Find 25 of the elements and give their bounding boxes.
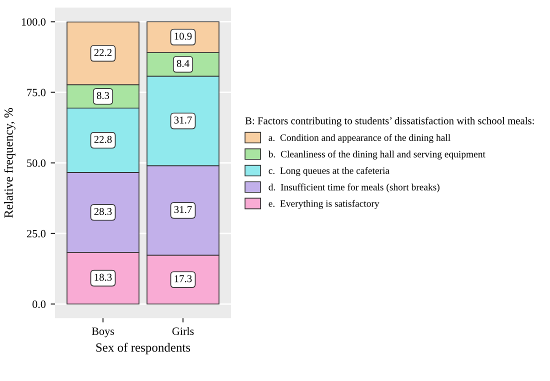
- data-label: 22.8: [94, 136, 112, 143]
- data-label: 28.3: [94, 208, 112, 216]
- y-tick-label: 100.0: [22, 18, 46, 26]
- data-label: 10.9: [174, 32, 192, 40]
- x-tick-label: Girls: [172, 327, 194, 335]
- legend-label: d. Insufficient time for meals (short breaks): [268, 183, 440, 192]
- data-label: 8.4: [176, 60, 190, 68]
- legend-title: B: Factors contributing to students’ dissatisfaction with school meals:: [245, 116, 534, 126]
- y-axis-title: Relative frequency, %: [4, 108, 16, 218]
- x-tick-label: Boys: [92, 328, 114, 338]
- y-tick-label: 50.0: [27, 159, 46, 167]
- data-label: 31.7: [174, 116, 192, 124]
- legend-label: a. Condition and appearance of the dining hall: [268, 134, 450, 143]
- y-tick-label: 0.0: [32, 300, 46, 308]
- legend-label: e. Everything is satisfactory: [268, 200, 380, 209]
- legend-label: c. Long queues at the cafeteria: [268, 166, 390, 176]
- data-label: 17.3: [174, 275, 192, 282]
- x-axis-title: Sex of respondents: [96, 342, 190, 354]
- y-tick-label: 25.0: [27, 230, 46, 238]
- data-label: 31.7: [174, 206, 192, 214]
- y-tick-label: 75.0: [27, 88, 46, 96]
- legend-label: b. Cleanliness of the dining hall and serving equipment: [268, 150, 486, 160]
- data-label: 8.3: [96, 92, 110, 100]
- data-label: 18.3: [94, 274, 112, 281]
- data-label: 22.2: [94, 48, 112, 56]
